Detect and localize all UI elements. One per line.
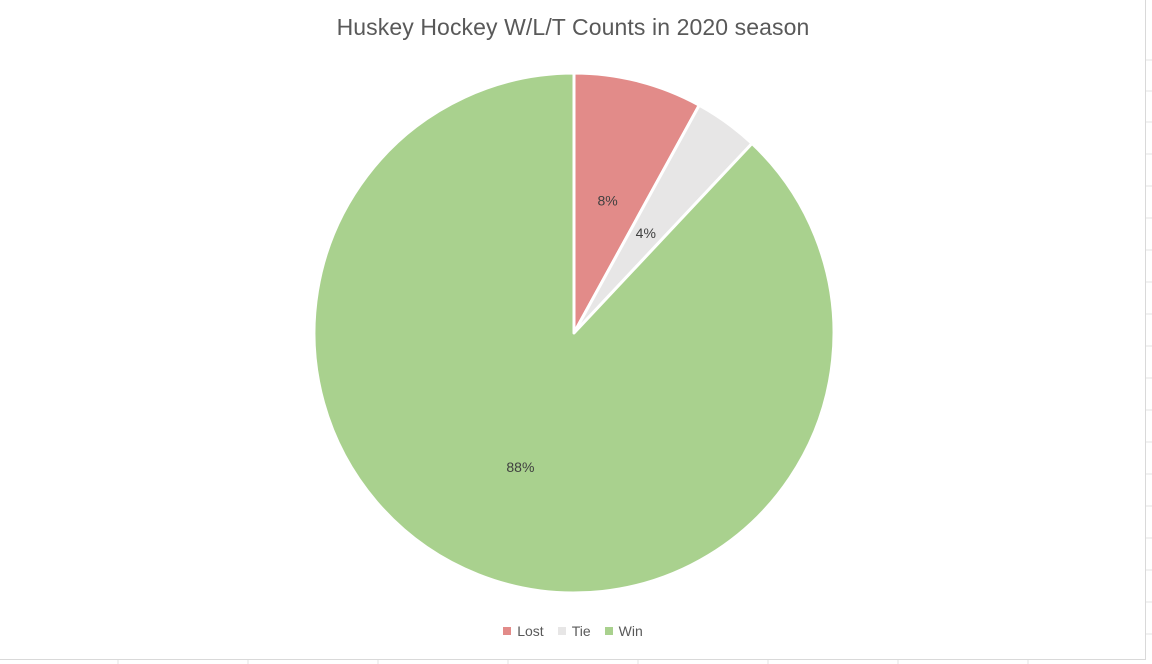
legend-item-win: Win xyxy=(604,623,643,639)
legend-item-tie: Tie xyxy=(557,623,591,639)
legend-swatch-lost xyxy=(503,627,512,635)
data-label-lost: 8% xyxy=(597,193,617,209)
data-label-win: 88% xyxy=(506,459,534,475)
legend-label-lost: Lost xyxy=(517,623,544,639)
data-label-tie: 4% xyxy=(636,225,656,241)
legend-label-tie: Tie xyxy=(571,623,591,639)
pie-slice-win[interactable] xyxy=(312,71,836,595)
chart-legend: Lost Tie Win xyxy=(0,623,1146,639)
chart-title: Huskey Hockey W/L/T Counts in 2020 seaso… xyxy=(336,14,810,40)
legend-swatch-tie xyxy=(557,627,566,635)
legend-swatch-win xyxy=(604,627,613,635)
pie-slice-lost[interactable] xyxy=(572,71,701,335)
legend-label-win: Win xyxy=(618,623,643,639)
legend-item-lost: Lost xyxy=(503,623,544,639)
